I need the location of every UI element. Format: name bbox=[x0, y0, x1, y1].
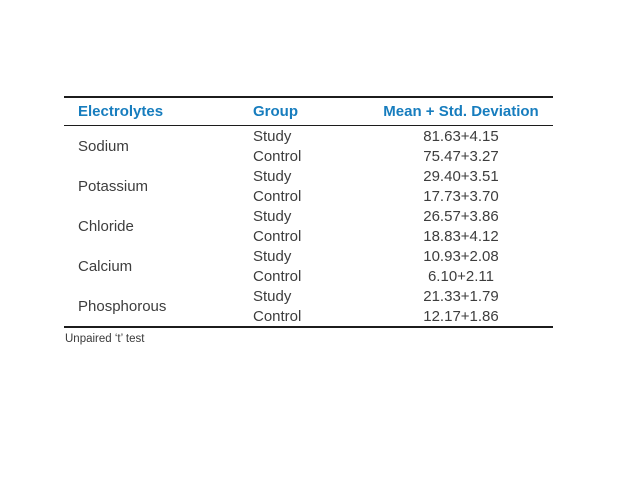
group-cell: Study bbox=[253, 247, 292, 265]
electrolyte-name: Calcium bbox=[78, 257, 133, 275]
value-cell: 18.83+4.12 bbox=[423, 227, 499, 245]
group-cell: Study bbox=[253, 167, 292, 185]
value-cell: 26.57+3.86 bbox=[423, 207, 499, 225]
table-row: Control 17.73+3.70 bbox=[64, 186, 553, 206]
table-footnote: Unpaired ‘t’ test bbox=[65, 333, 145, 345]
column-header-electrolytes: Electrolytes bbox=[64, 97, 239, 126]
value-cell: 6.10+2.11 bbox=[427, 267, 495, 285]
table-row: Chloride Study 26.57+3.86 bbox=[64, 206, 553, 235]
header-row: Electrolytes Group Mean + Std. Deviation bbox=[64, 97, 553, 126]
group-cell: Study bbox=[253, 207, 292, 225]
group-cell: Control bbox=[253, 267, 302, 285]
group-cell: Study bbox=[253, 287, 292, 305]
table-row: Potassium Study 29.40+3.51 bbox=[64, 166, 553, 195]
table-row: Control 18.83+4.12 bbox=[64, 226, 553, 246]
electrolyte-name: Potassium bbox=[78, 177, 149, 195]
value-cell: 81.63+4.15 bbox=[423, 127, 499, 145]
table-body: Sodium Study 81.63+4.15 Control 75.47+3.… bbox=[64, 126, 553, 328]
group-cell: Control bbox=[253, 227, 302, 245]
table-row: Control 75.47+3.27 bbox=[64, 146, 553, 166]
table-row: Phosphorous Study 21.33+1.79 bbox=[64, 286, 553, 315]
column-header-mean: Mean + Std. Deviation bbox=[369, 97, 553, 126]
value-cell: 29.40+3.51 bbox=[423, 167, 499, 185]
value-cell: 12.17+1.86 bbox=[423, 307, 499, 325]
group-cell: Study bbox=[253, 127, 292, 145]
value-cell: 17.73+3.70 bbox=[423, 187, 499, 205]
table-row: Control 12.17+1.86 bbox=[64, 306, 553, 327]
column-header-group: Group bbox=[239, 97, 369, 126]
table-header: Electrolytes Group Mean + Std. Deviation bbox=[64, 97, 553, 126]
value-cell: 10.93+2.08 bbox=[423, 247, 499, 265]
table-row: Sodium Study 81.63+4.15 bbox=[64, 126, 553, 155]
group-cell: Control bbox=[253, 147, 302, 165]
table-row: Control 6.10+2.11 bbox=[64, 266, 553, 286]
group-cell: Control bbox=[253, 187, 302, 205]
electrolyte-name: Sodium bbox=[78, 137, 129, 155]
electrolyte-name: Chloride bbox=[78, 217, 134, 235]
value-cell: 75.47+3.27 bbox=[423, 147, 499, 165]
electrolytes-table-container: Electrolytes Group Mean + Std. Deviation… bbox=[64, 96, 553, 345]
electrolytes-table: Electrolytes Group Mean + Std. Deviation… bbox=[64, 96, 553, 328]
table-row: Calcium Study 10.93+2.08 bbox=[64, 246, 553, 275]
group-cell: Control bbox=[253, 307, 302, 325]
value-cell: 21.33+1.79 bbox=[423, 287, 499, 305]
electrolyte-name: Phosphorous bbox=[78, 297, 167, 315]
